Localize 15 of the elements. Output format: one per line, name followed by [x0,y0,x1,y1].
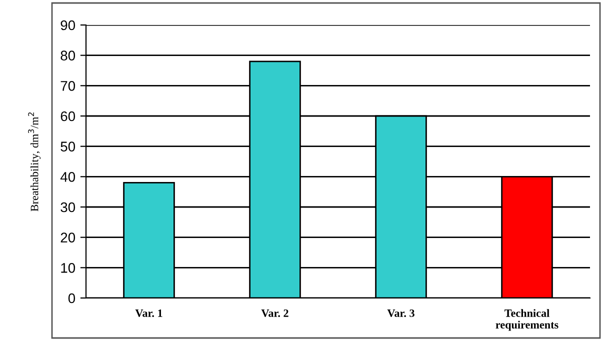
y-tick-label: 20 [60,232,76,243]
x-tick-label: Var. 2 [261,309,288,317]
y-tick-label: 90 [60,20,76,30]
y-tick-label: 80 [60,50,76,61]
y-tick-label: 10 [61,263,76,273]
y-tick-label: 30 [60,202,76,212]
y-tick-label: 0 [68,293,76,304]
y-tick-label: 40 [60,172,76,182]
y-tick-label: 60 [60,111,76,122]
y-tick-label: 50 [60,142,76,152]
x-tick-label: Var. 3 [387,309,414,317]
x-tick-label: Technical requirements [496,309,558,331]
y-tick-label: 70 [60,81,76,91]
x-tick-label: Var. 1 [135,309,162,317]
y-axis-title: Breathability, dm$^{3}$/m$^{2}$ [28,112,41,212]
